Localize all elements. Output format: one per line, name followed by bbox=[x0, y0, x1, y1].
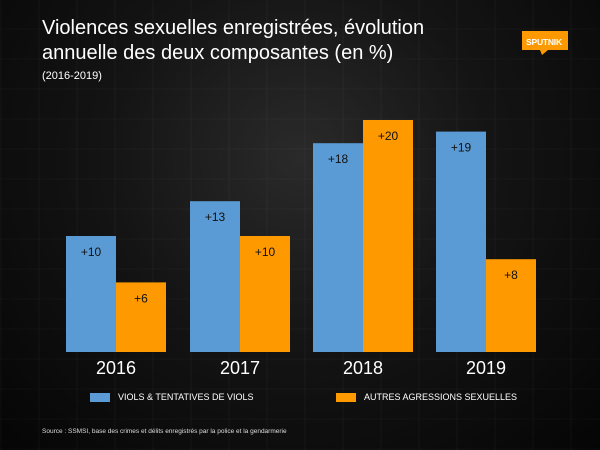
x-tick-label-2018: 2018 bbox=[343, 358, 383, 378]
chart-subtitle: (2016-2019) bbox=[42, 70, 102, 82]
logo-shape-icon bbox=[522, 31, 568, 55]
bar-autres-2016 bbox=[116, 282, 166, 352]
legend-label-viols: VIOLS & TENTATIVES DE VIOLS bbox=[118, 392, 254, 402]
bar-autres-2019 bbox=[486, 259, 536, 352]
bar-viols-2017 bbox=[190, 201, 240, 352]
x-tick-label-2019: 2019 bbox=[466, 358, 506, 378]
bar-viols-2018 bbox=[313, 143, 363, 352]
x-tick-label-2017: 2017 bbox=[220, 358, 260, 378]
bar-autres-2018 bbox=[363, 120, 413, 352]
data-label-autres-2019: +8 bbox=[504, 268, 518, 282]
sputnik-logo: SPUTNIK bbox=[518, 28, 572, 56]
x-tick-label-2016: 2016 bbox=[96, 358, 136, 378]
data-label-viols-2016: +10 bbox=[81, 245, 102, 259]
data-label-autres-2017: +10 bbox=[255, 245, 276, 259]
legend-swatch-blue bbox=[90, 392, 110, 402]
data-label-viols-2018: +18 bbox=[328, 152, 349, 166]
data-label-autres-2016: +6 bbox=[134, 291, 148, 305]
source-note: Source : SSMSI, base des crimes et délit… bbox=[42, 428, 287, 435]
bar-autres-2017 bbox=[240, 236, 290, 352]
legend-item-autres: AUTRES AGRESSIONS SEXUELLES bbox=[336, 392, 517, 402]
bar-viols-2016 bbox=[66, 236, 116, 352]
legend-item-viols: VIOLS & TENTATIVES DE VIOLS bbox=[90, 392, 254, 402]
data-label-viols-2019: +19 bbox=[451, 141, 472, 155]
legend-swatch-orange bbox=[336, 392, 356, 402]
legend-label-autres: AUTRES AGRESSIONS SEXUELLES bbox=[364, 392, 518, 402]
chart-title: Violences sexuelles enregistrées, évolut… bbox=[42, 17, 425, 64]
data-label-viols-2017: +13 bbox=[205, 210, 226, 224]
logo-text: SPUTNIK bbox=[526, 37, 562, 47]
bar-viols-2019 bbox=[436, 131, 486, 352]
data-label-autres-2018: +20 bbox=[378, 129, 399, 143]
